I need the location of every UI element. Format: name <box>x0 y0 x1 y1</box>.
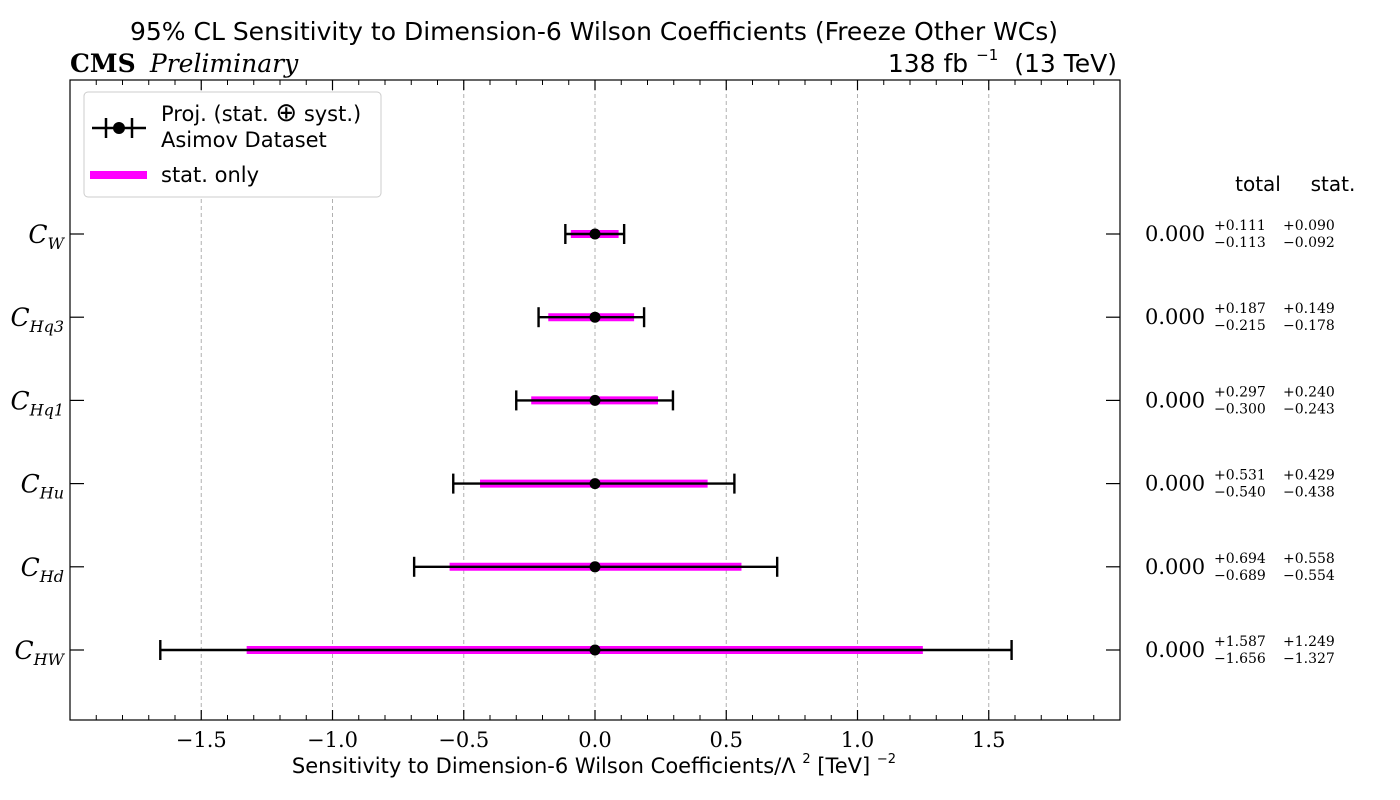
column-header-total: total <box>1235 172 1281 196</box>
stat-up-label: +0.558 <box>1283 551 1335 567</box>
x-axis-label-main: Sensitivity to Dimension-6 Wilson Coeffi… <box>292 754 796 778</box>
y-tick-label: CHq3 <box>10 303 64 336</box>
x-axis-label-sq: 2 <box>802 752 810 767</box>
x-tick-label: 1.5 <box>972 728 1005 752</box>
total-down-label: −0.300 <box>1214 401 1266 417</box>
axis-ticks <box>70 80 1120 720</box>
x-tick-label: 0.5 <box>710 728 743 752</box>
central-value-point <box>589 394 601 406</box>
legend: Proj. (stat. ⊕ syst.) Asimov Dataset sta… <box>83 91 382 198</box>
stat-up-label: +0.149 <box>1283 301 1335 317</box>
central-value-point <box>589 644 601 656</box>
total-down-label: −0.689 <box>1214 568 1266 584</box>
x-tick-label: 1.0 <box>841 728 874 752</box>
coefficient-symbol: C <box>10 386 29 415</box>
legend-label-total-line2: Asimov Dataset <box>161 128 327 152</box>
stat-down-label: −0.178 <box>1283 318 1335 334</box>
legend-total-text-b: syst.) <box>304 102 361 126</box>
grid-lines <box>200 80 990 720</box>
lumi-value: 138 fb <box>888 49 968 78</box>
stat-down-label: −0.438 <box>1283 485 1335 501</box>
central-value-label: 0.000 <box>1145 305 1205 329</box>
stat-up-label: +0.429 <box>1283 468 1335 484</box>
chart-title: 95% CL Sensitivity to Dimension-6 Wilson… <box>130 17 1058 46</box>
x-tick-label: 0.0 <box>578 728 611 752</box>
stat-down-label: −1.327 <box>1283 651 1335 667</box>
coefficient-symbol: C <box>21 553 40 582</box>
stat-up-label: +0.240 <box>1283 384 1335 400</box>
total-down-label: −0.113 <box>1214 235 1266 251</box>
uncertainty-table: 0.000 +0.111−0.113 +0.090−0.092 0.000 +0.187… <box>1145 218 1335 667</box>
total-up-label: +0.187 <box>1214 301 1266 317</box>
stat-down-label: −0.243 <box>1283 401 1335 417</box>
stat-up-label: +1.249 <box>1283 634 1335 650</box>
x-axis-label: Sensitivity to Dimension-6 Wilson Coeffi… <box>292 744 896 778</box>
total-up-label: +0.694 <box>1214 551 1266 567</box>
coefficient-subscript: HW <box>33 650 66 669</box>
y-tick-label: CHu <box>21 470 64 503</box>
total-down-label: −0.540 <box>1214 485 1266 501</box>
y-tick-label: CW <box>28 220 65 253</box>
central-value-label: 0.000 <box>1145 555 1205 579</box>
central-value-point <box>589 228 601 240</box>
stat-up-label: +0.090 <box>1283 218 1335 234</box>
cms-label: CMS <box>70 49 136 78</box>
coefficient-subscript: Hu <box>39 484 64 503</box>
total-down-label: −1.656 <box>1214 651 1266 667</box>
central-value-point <box>589 478 601 490</box>
x-tick-label: −1.0 <box>307 728 358 752</box>
central-value-label: 0.000 <box>1145 472 1205 496</box>
total-up-label: +0.111 <box>1214 218 1266 234</box>
central-value-label: 0.000 <box>1145 638 1205 662</box>
central-value-point <box>589 311 601 323</box>
lumi-exponent: −1 <box>976 46 998 64</box>
total-up-label: +0.531 <box>1214 468 1266 484</box>
coefficient-symbol: C <box>21 470 40 499</box>
stat-down-label: −0.554 <box>1283 568 1335 584</box>
total-down-label: −0.215 <box>1214 318 1266 334</box>
experiment-label: CMS Preliminary <box>70 49 299 78</box>
legend-total-text-a: Proj. (stat. <box>161 102 275 126</box>
total-up-label: +1.587 <box>1214 634 1266 650</box>
stat-down-label: −0.092 <box>1283 235 1335 251</box>
x-axis-label-unit-exp: −2 <box>877 752 896 767</box>
x-tick-label: −0.5 <box>438 728 489 752</box>
central-value-point <box>589 561 601 573</box>
x-tick-label: −1.5 <box>176 728 227 752</box>
legend-marker-total <box>92 118 146 138</box>
column-header-stat: stat. <box>1311 172 1356 196</box>
central-value-label: 0.000 <box>1145 222 1205 246</box>
y-tick-label: CHd <box>21 553 64 586</box>
x-tick-labels: −1.5 −1.0 −0.5 0.0 0.5 1.0 1.5 <box>176 728 1006 752</box>
legend-oplus-symbol: ⊕ <box>275 98 297 128</box>
coefficient-subscript: Hq3 <box>29 317 64 336</box>
coefficient-symbol: C <box>28 220 47 249</box>
legend-box <box>83 91 382 198</box>
y-tick-label: CHq1 <box>10 386 64 419</box>
coefficient-subscript: Hq1 <box>29 400 64 419</box>
total-up-label: +0.297 <box>1214 384 1266 400</box>
coefficient-symbol: C <box>14 636 33 665</box>
legend-label-stat: stat. only <box>161 163 259 187</box>
data-marks <box>159 224 1013 660</box>
coefficient-subscript: W <box>48 234 66 253</box>
lumi-energy: (13 TeV) <box>1014 49 1117 78</box>
coefficient-symbol: C <box>10 303 29 332</box>
y-tick-label: CHW <box>14 636 65 669</box>
preliminary-label: Preliminary <box>149 49 299 78</box>
central-value-label: 0.000 <box>1145 388 1205 412</box>
lumi-label: 138 fb −1 (13 TeV) <box>888 37 1117 78</box>
coefficient-subscript: Hd <box>39 567 64 586</box>
legend-label-total-line1: Proj. (stat. ⊕ syst.) <box>161 98 361 128</box>
x-axis-label-unit: [TeV] <box>817 754 870 778</box>
